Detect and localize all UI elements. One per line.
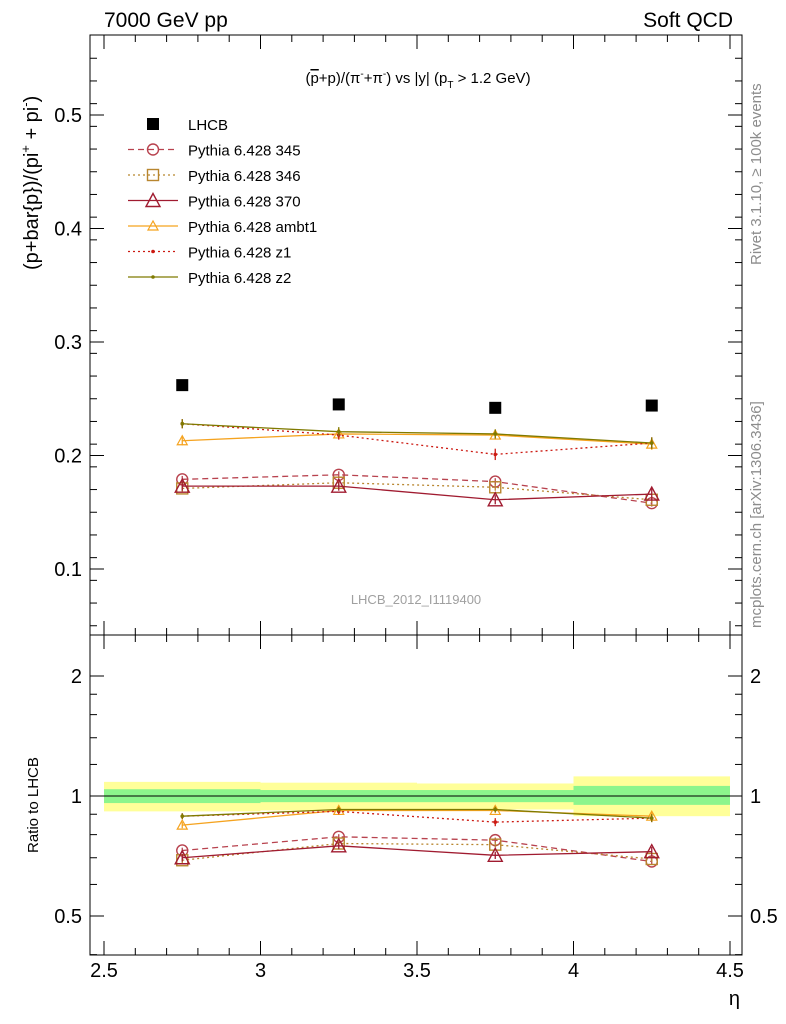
ratio-line-p346 [182, 842, 652, 861]
ylabel-base: (p+bar{p})/(pi [21, 153, 43, 270]
ratio-point-z2 [493, 807, 498, 812]
x-tick-label: 4.5 [716, 960, 744, 982]
main-point-z2 [180, 421, 185, 426]
y-tick-label-main: 0.4 [54, 219, 82, 241]
main-point-p370 [174, 477, 191, 493]
main-title: (p+p)/(π-+π-) vs |y| (pT > 1.2 GeV) [305, 69, 530, 91]
y-tick-label-ratio: 1 [71, 786, 82, 808]
main-point-p370 [487, 491, 504, 507]
ratio-point-z2 [649, 816, 654, 820]
main-point-z2 [493, 432, 498, 436]
ylabel-mid: + pi [21, 107, 43, 145]
header-right: Soft QCD [643, 9, 733, 32]
y-tick-label-main: 0.2 [54, 446, 82, 468]
legend-label-z1: Pythia 6.428 z1 [188, 245, 291, 262]
main-point-lhcb [176, 379, 189, 392]
ratio-plot-frame [89, 634, 743, 956]
title-part-end: > 1.2 GeV) [453, 70, 530, 87]
main-point-lhcb [489, 401, 502, 414]
legend-label-p346: Pythia 6.428 346 [188, 168, 301, 185]
ratio-point-p370 [643, 843, 660, 859]
y-axis-label-ratio: Ratio to LHCB [25, 757, 42, 853]
ylabel-end: ) [21, 96, 43, 103]
legend-label-lhcb: LHCB [188, 117, 228, 134]
y-axis-label-main: (p+bar{p})/(pi+ + pi-) [18, 96, 43, 270]
ratio-point-p370 [330, 837, 347, 853]
ratio-point-ambt1 [176, 818, 189, 830]
title-part-sub: T [447, 80, 453, 91]
title-part-sup1: - [360, 69, 363, 80]
legend: LHCB Pythia 6.428 345 Pythia 6.428 346 Pyth… [128, 117, 317, 287]
ratio-point-p370 [174, 849, 191, 865]
main-point-p370 [643, 485, 660, 501]
ratio-line-p345 [182, 836, 652, 863]
y-tick-label-main: 0.3 [54, 332, 82, 354]
x-tick-label: 3.5 [403, 960, 431, 982]
y-tick-label-main: 0.5 [54, 105, 82, 127]
ratio-line-z2 [182, 808, 652, 819]
legend-marker-p345 [146, 143, 160, 156]
ratio-line-z1 [182, 810, 652, 823]
band-inner-3 [573, 785, 730, 805]
ratio-point-p346 [489, 838, 502, 851]
x-tick-label: 2.5 [90, 960, 118, 982]
data-series [174, 379, 660, 868]
ratio-point-z1 [493, 820, 498, 824]
legend-label-p345: Pythia 6.428 345 [188, 143, 301, 160]
ratio-line-p370 [182, 845, 652, 859]
axes-ticks: 2.5 3 3.5 4 4.5 0.1 0.2 0.3 0.4 0.5 0.5 0.5 1 1 2 2 [54, 35, 778, 982]
legend-label-z2: Pythia 6.428 z2 [188, 270, 291, 287]
main-point-lhcb [332, 398, 345, 411]
x-tick-label: 3 [255, 960, 266, 982]
legend-marker-lhcb [147, 118, 159, 130]
y-tick-label-ratio-right: 0.5 [750, 906, 778, 928]
main-point-p370 [330, 477, 347, 493]
title-part-tail: ) vs |y| (p [386, 70, 447, 87]
legend-marker-p370 [144, 192, 162, 208]
y-tick-label-ratio: 2 [71, 666, 82, 688]
ratio-point-p370 [487, 846, 504, 862]
ratio-point-z2 [180, 814, 185, 818]
main-point-z2 [336, 429, 341, 434]
rivet-version-label: Rivet 3.1.10, ≥ 100k events [748, 83, 765, 265]
legend-marker-p346 [146, 168, 160, 182]
main-point-ambt1 [176, 434, 189, 446]
mcplots-source-label: mcplots.cern.ch [arXiv:1306.3436] [748, 401, 765, 628]
main-point-z2 [649, 441, 654, 445]
main-line-p370 [182, 485, 652, 501]
title-part-prefix: ( [305, 70, 310, 87]
main-line-z2 [182, 423, 652, 444]
title-part-sup2: - [383, 69, 386, 80]
title-part-middle2: +π [364, 70, 383, 87]
legend-marker-ambt1 [146, 219, 160, 231]
y-tick-label-ratio-right: 2 [750, 666, 761, 688]
main-line-p345 [182, 474, 652, 504]
x-tick-label: 4 [568, 960, 579, 982]
y-tick-label-main: 0.1 [54, 559, 82, 581]
header-left: 7000 GeV pp [104, 9, 228, 32]
y-tick-label-ratio: 0.5 [54, 906, 82, 928]
analysis-watermark: LHCB_2012_I1119400 [351, 592, 481, 607]
y-tick-label-ratio-right: 1 [750, 786, 761, 808]
main-point-z1 [493, 452, 498, 457]
legend-label-ambt1: Pythia 6.428 ambt1 [188, 219, 317, 236]
main-line-ambt1 [182, 433, 652, 445]
main-line-z1 [182, 423, 652, 456]
legend-marker-z2 [151, 275, 155, 279]
title-part-middle: +p)/(π [319, 70, 361, 87]
main-line-p346 [182, 482, 652, 501]
legend-label-p370: Pythia 6.428 370 [188, 194, 301, 211]
x-axis-label: η [729, 988, 740, 1010]
ylabel-sup1: + [18, 145, 33, 153]
main-point-lhcb [645, 399, 658, 412]
title-part-pbar: p [310, 70, 318, 87]
ylabel-sup2: - [18, 102, 33, 106]
ratio-point-z2 [336, 807, 341, 812]
legend-marker-z1 [151, 249, 155, 254]
